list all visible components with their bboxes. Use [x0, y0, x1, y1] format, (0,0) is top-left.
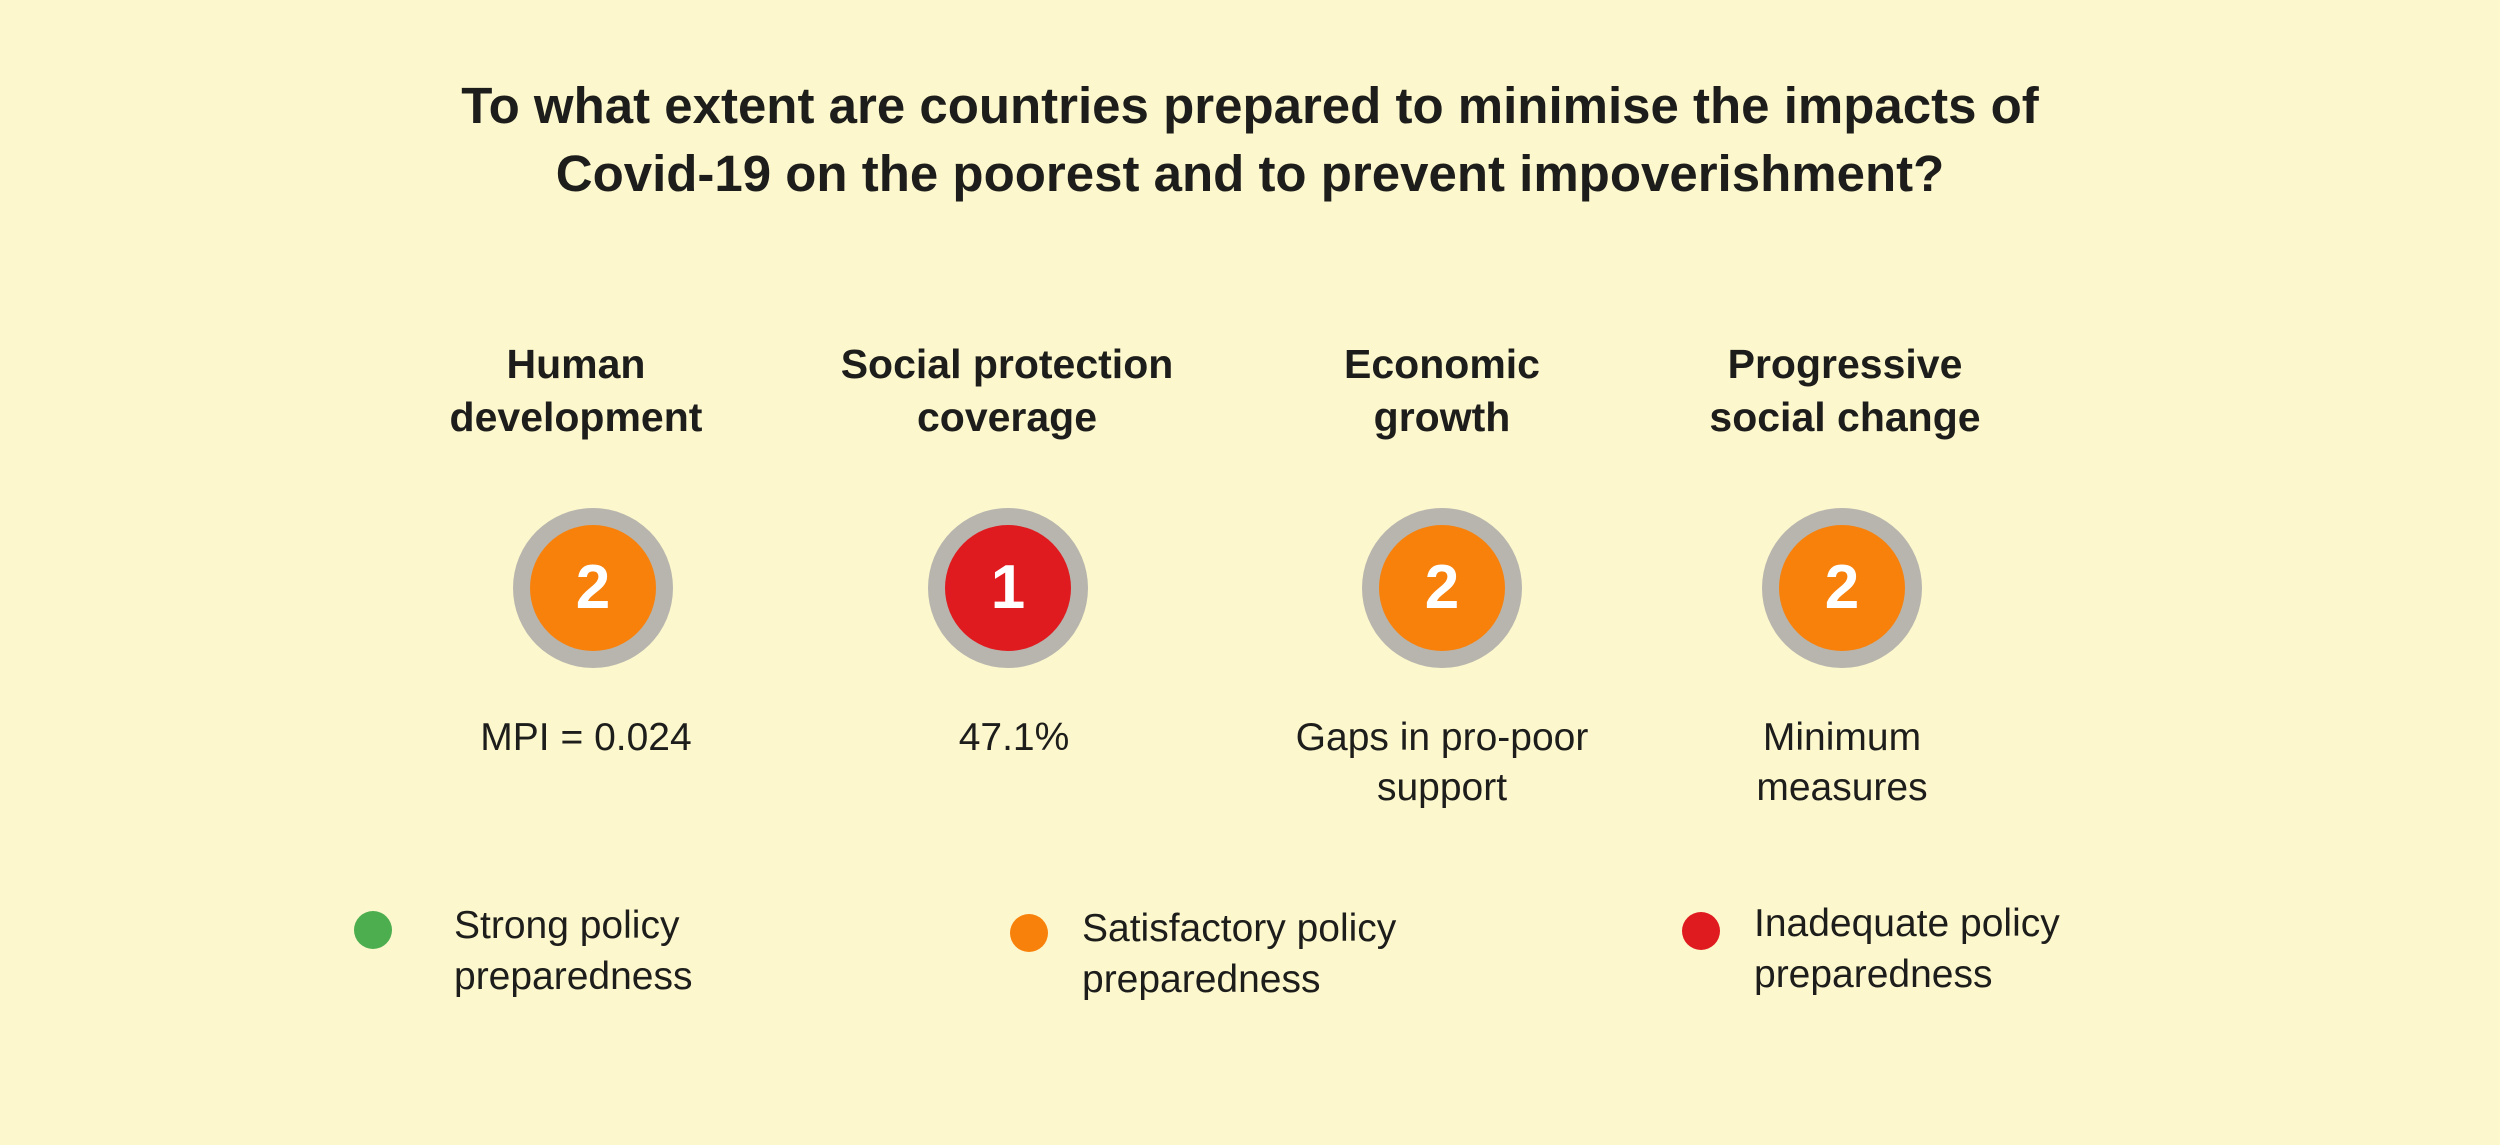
pillar-indicator-line: Gaps in pro-poor — [1295, 716, 1589, 759]
legend-label: Inadequate policy preparedness — [1754, 898, 2060, 1000]
pillar-heading-line: growth — [1373, 394, 1511, 440]
page-title: To what extent are countries prepared to… — [0, 72, 2500, 208]
pillar-heading: Social protection coverage — [797, 338, 1217, 444]
pillar-human-development: Human development 2 MPI = 0.024 — [366, 338, 786, 828]
pillar-heading-line: Human — [506, 341, 646, 387]
legend-item-inadequate: Inadequate policy preparedness — [1682, 900, 2142, 1010]
legend-dot-inadequate — [1682, 912, 1720, 950]
score-badge: 2 — [513, 508, 673, 668]
pillar-heading-line: development — [449, 394, 703, 440]
legend-label-line: Inadequate policy — [1754, 902, 2060, 945]
score-value: 2 — [1424, 553, 1460, 622]
pillar-heading-line: Social protection — [840, 341, 1174, 387]
pillar-indicator: 47.1% — [794, 713, 1234, 763]
legend-item-satisfactory: Satisfactory policy preparedness — [1010, 900, 1470, 1010]
pillar-indicator-line: 47.1% — [958, 716, 1070, 759]
legend-label-line: preparedness — [1082, 958, 1321, 1001]
pillar-indicator-line: MPI = 0.024 — [480, 716, 692, 759]
score-badge-fill: 1 — [945, 525, 1071, 651]
legend-dot-satisfactory — [1010, 914, 1048, 952]
pillar-heading: Economic growth — [1232, 338, 1652, 444]
pillar-heading: Human development — [366, 338, 786, 444]
score-badge-fill: 2 — [1779, 525, 1905, 651]
pillar-indicator-line: measures — [1756, 766, 1928, 809]
title-line-2: Covid-19 on the poorest and to prevent i… — [555, 145, 1945, 202]
legend-dot-strong — [354, 911, 392, 949]
pillar-social-protection-coverage: Social protection coverage 1 47.1% — [797, 338, 1217, 828]
legend-label: Satisfactory policy preparedness — [1082, 903, 1396, 1005]
score-badge: 1 — [928, 508, 1088, 668]
score-badge: 2 — [1362, 508, 1522, 668]
score-badge: 2 — [1762, 508, 1922, 668]
pillar-progressive-social-change: Progressive social change 2 Minimum meas… — [1635, 338, 2055, 828]
pillar-heading-line: social change — [1709, 394, 1981, 440]
pillar-heading-line: Progressive — [1727, 341, 1963, 387]
pillar-indicator: MPI = 0.024 — [366, 713, 806, 763]
score-value: 2 — [1824, 553, 1860, 622]
score-badge-fill: 2 — [1379, 525, 1505, 651]
pillar-economic-growth: Economic growth 2 Gaps in pro-poor suppo… — [1232, 338, 1652, 828]
legend-label: Strong policy preparedness — [454, 900, 693, 1002]
title-line-1: To what extent are countries prepared to… — [461, 77, 2039, 134]
pillar-heading: Progressive social change — [1635, 338, 2055, 444]
pillar-indicator-line: Minimum — [1762, 716, 1922, 759]
pillar-indicator: Gaps in pro-poor support — [1222, 713, 1662, 813]
score-value: 1 — [990, 553, 1026, 622]
pillar-heading-line: coverage — [916, 394, 1098, 440]
legend-label-line: preparedness — [454, 955, 693, 998]
pillar-heading-line: Economic — [1344, 341, 1540, 387]
legend-label-line: Satisfactory policy — [1082, 907, 1397, 950]
score-badge-fill: 2 — [530, 525, 656, 651]
legend-label-line: preparedness — [1754, 953, 1993, 996]
legend-item-strong: Strong policy preparedness — [354, 900, 774, 1010]
legend-label-line: Strong policy — [454, 904, 680, 947]
pillar-indicator: Minimum measures — [1622, 713, 2062, 813]
score-value: 2 — [575, 553, 611, 622]
pillar-indicator-line: support — [1376, 766, 1508, 809]
